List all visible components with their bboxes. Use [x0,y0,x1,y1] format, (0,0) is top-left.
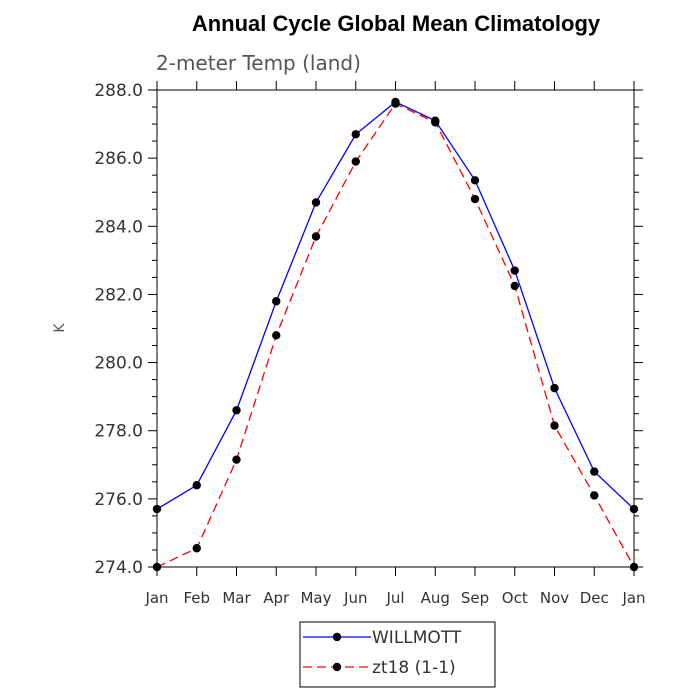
series-layer [152,97,639,572]
legend-marker-zt18 [332,662,342,672]
data-point [351,130,360,139]
data-point [192,481,201,490]
x-tick-label: Jan [144,589,168,607]
data-point [351,157,360,166]
axis-ticks [148,81,643,576]
data-point [311,232,321,241]
data-point [470,194,480,204]
data-point [590,467,599,476]
y-tick-label: 284.0 [94,217,143,237]
data-point [311,198,321,207]
x-tick-label: May [300,589,331,607]
legend: WILLMOTT zt18 (1-1) [299,621,496,688]
x-tick-label: Nov [540,589,569,607]
data-point [192,544,201,553]
data-point [590,491,599,500]
x-tick-label: Jun [343,589,367,607]
series-zt18-1-1 [152,99,639,572]
data-point [232,406,241,415]
y-tick-label: 282.0 [94,285,143,305]
x-tick-label: Mar [222,589,251,607]
legend-marker-willmott [332,632,342,642]
legend-label-willmott: WILLMOTT [372,628,462,648]
data-point [470,176,480,185]
legend-label-zt18: zt18 (1-1) [372,658,456,678]
data-point [629,562,639,572]
data-point [510,281,519,291]
x-tick-label: Feb [183,589,210,607]
y-tick-labels: 274.0 276.0 278.0 280.0 282.0 284.0 286.0 288.0 [94,81,143,578]
data-point [152,504,162,514]
data-point [431,118,440,127]
y-tick-label: 276.0 [94,490,143,510]
y-axis-label: K [52,323,68,333]
data-point [550,383,559,393]
series-line-willmott [156,101,635,510]
x-tick-label: Dec [580,589,609,607]
data-point [232,455,241,464]
data-point [152,562,162,572]
legend-box [299,621,496,688]
x-tick-label: Sep [461,589,489,607]
y-tick-label: 288.0 [94,81,143,101]
series-willmott [152,97,639,514]
data-point [629,504,639,514]
y-tick-label: 278.0 [94,422,143,442]
series-line-zt18-1-1 [156,102,635,568]
x-tick-label: Oct [502,589,528,607]
data-point [550,421,559,430]
y-tick-label: 280.0 [94,354,143,374]
data-point [272,331,281,340]
data-point [272,297,281,306]
chart-title: Annual Cycle Global Mean Climatology [192,11,601,36]
x-tick-label: Apr [263,589,290,607]
x-tick-labels: Jan Feb Mar Apr May Jun Jul Aug Sep Oct Nov Dec Jan [144,589,645,607]
y-tick-label: 274.0 [94,558,143,578]
x-tick-label: Aug [421,589,450,607]
x-tick-label: Jan [621,589,645,607]
data-point [391,99,400,108]
x-tick-label: Jul [385,589,404,607]
y-tick-label: 286.0 [94,149,143,169]
chart-subtitle: 2-meter Temp (land) [156,51,361,75]
plot-frame [156,89,635,568]
data-point [510,266,519,275]
